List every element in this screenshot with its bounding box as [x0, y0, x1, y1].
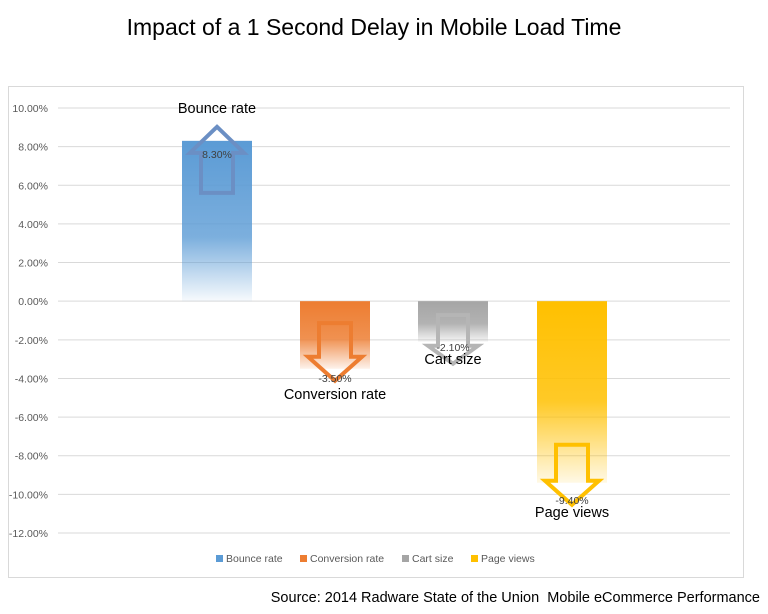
y-tick-label: 8.00%	[18, 142, 48, 154]
legend-label: Bounce rate	[226, 553, 283, 565]
arrow-down	[421, 313, 485, 367]
arrow-down	[539, 442, 605, 508]
legend-label: Page views	[481, 553, 535, 565]
legend-swatch	[471, 555, 478, 562]
y-tick-label: -2.00%	[15, 335, 48, 347]
legend-swatch	[402, 555, 409, 562]
y-tick-label: 0.00%	[18, 296, 48, 308]
y-tick-label: -4.00%	[15, 373, 48, 385]
y-tick-label: -10.00%	[9, 489, 48, 501]
source-note: Source: 2014 Radware State of the Union …	[270, 590, 760, 606]
y-tick-label: 2.00%	[18, 258, 48, 270]
data-label: -2.10%	[436, 342, 469, 354]
y-tick-label: -8.00%	[15, 451, 48, 463]
legend-label: Conversion rate	[310, 553, 384, 565]
data-label: 8.30%	[202, 149, 232, 161]
y-tick-label: -6.00%	[15, 412, 48, 424]
category-label: Conversion rate	[284, 387, 386, 403]
category-label: Page views	[535, 505, 609, 521]
bar-bounce-rate	[182, 140, 252, 302]
chart-frame	[8, 86, 744, 578]
category-label: Bounce rate	[178, 101, 256, 117]
arrow-up	[185, 124, 249, 195]
category-label: Cart size	[424, 352, 481, 368]
arrow-down	[302, 321, 368, 384]
bar-page-views	[537, 301, 607, 483]
y-tick-label: 6.00%	[18, 180, 48, 192]
bar-cart-size	[418, 301, 488, 342]
y-tick-label: 4.00%	[18, 219, 48, 231]
legend-label: Cart size	[412, 553, 454, 565]
y-tick-label: -12.00%	[9, 528, 48, 540]
legend-swatch	[300, 555, 307, 562]
chart-title: Impact of a 1 Second Delay in Mobile Loa…	[126, 14, 622, 40]
legend-swatch	[216, 555, 223, 562]
y-tick-label: 10.00%	[12, 103, 48, 115]
data-label: -3.50%	[318, 373, 351, 385]
data-label: -9.40%	[555, 495, 588, 507]
